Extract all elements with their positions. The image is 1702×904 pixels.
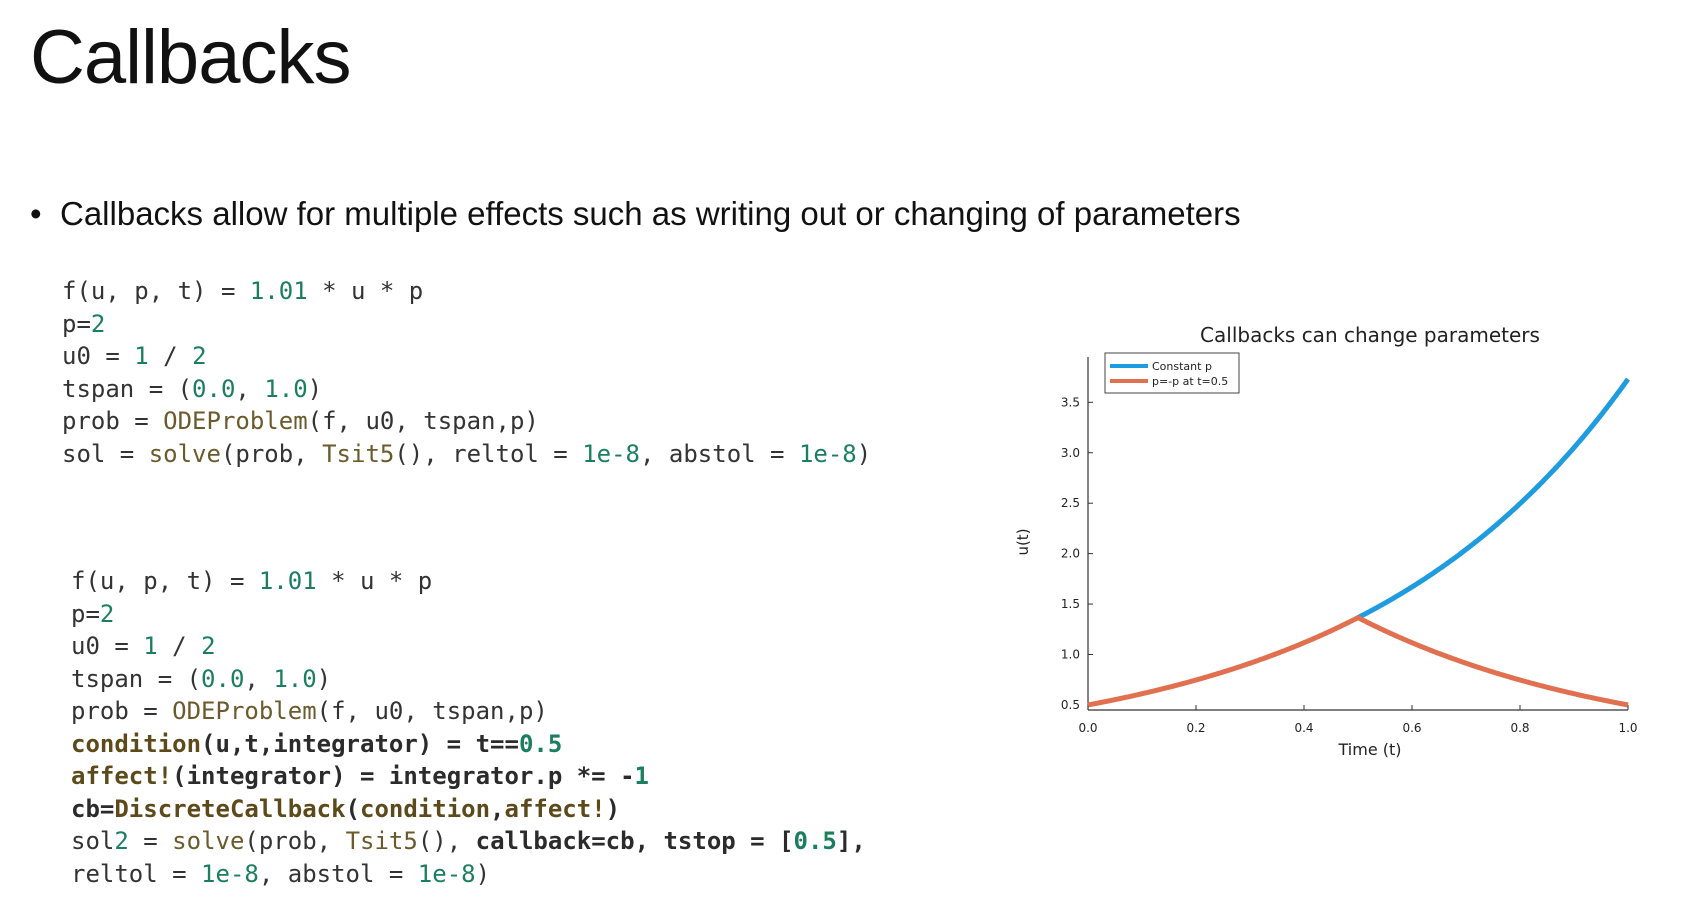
code-line: sol = solve(prob, Tsit5(), reltol = 1e-8… — [62, 439, 872, 468]
code-line: sol2 = solve(prob, Tsit5(), callback=cb,… — [71, 827, 866, 855]
chart-legend: Constant p p=-p at t=0.5 — [1104, 352, 1240, 394]
legend-label: p=-p at t=0.5 — [1152, 375, 1228, 388]
y-tick-label: 1.5 — [1061, 597, 1080, 611]
code-line: f(u, p, t) = 1.01 * u * p — [62, 277, 424, 305]
code-line: condition(u,t,integrator) = t==0.5 — [71, 729, 563, 758]
code-line: affect!(integrator) = integrator.p *= -1 — [71, 762, 649, 790]
bullet-icon: • — [30, 195, 42, 232]
bullet-text: Callbacks allow for multiple effects suc… — [60, 195, 1241, 232]
code-block-callback: f(u, p, t) = 1.01 * u * p p=2 u0 = 1 / 2 ts… — [71, 565, 866, 890]
code-line: p=2 — [71, 599, 115, 628]
slide-title: Callbacks — [30, 15, 351, 100]
y-tick-label: 2.5 — [1061, 496, 1080, 510]
code-block-basic: f(u, p, t) = 1.01 * u * p p=2 u0 = 1 / 2 ts… — [62, 275, 871, 470]
legend-label: Constant p — [1152, 360, 1212, 373]
code-line: u0 = 1 / 2 — [71, 632, 216, 660]
callback-chart: Callbacks can change parameters 0.0 0.2 0.… — [1014, 323, 1638, 759]
x-tick-label: 0.4 — [1294, 721, 1313, 735]
code-line: u0 = 1 / 2 — [62, 342, 207, 370]
x-tick-label: 1.0 — [1618, 721, 1637, 735]
x-axis-label: Time (t) — [1338, 740, 1402, 759]
code-line: tspan = (0.0, 1.0) — [71, 664, 332, 693]
chart-lines — [1086, 377, 1631, 708]
y-tick-label: 3.0 — [1061, 446, 1080, 460]
chart-axes: 0.0 0.2 0.4 0.6 0.8 1.0 0.5 1.0 1.5 2.0 2.5 3.0 3.5 — [1061, 357, 1638, 735]
code-line: reltol = 1e-8, abstol = 1e-8) — [71, 859, 491, 888]
series-line-callback — [1086, 615, 1630, 708]
x-tick-label: 0.6 — [1402, 721, 1421, 735]
x-tick-label: 0.0 — [1078, 721, 1097, 735]
legend-box — [1104, 352, 1240, 394]
code-line: f(u, p, t) = 1.01 * u * p — [71, 567, 433, 595]
code-line: cb=DiscreteCallback(condition,affect!) — [71, 794, 621, 823]
y-tick-label: 2.0 — [1061, 547, 1080, 561]
bullet-point: • Callbacks allow for multiple effects su… — [30, 195, 1241, 233]
x-tick-label: 0.8 — [1510, 721, 1529, 735]
x-tick-label: 0.2 — [1186, 721, 1205, 735]
y-tick-label: 3.5 — [1061, 395, 1080, 409]
chart-title: Callbacks can change parameters — [1200, 323, 1540, 347]
y-tick-label: 0.5 — [1061, 698, 1080, 712]
y-tick-label: 1.0 — [1061, 648, 1080, 662]
code-line: tspan = (0.0, 1.0) — [62, 374, 323, 403]
y-axis-label: u(t) — [1014, 528, 1032, 555]
code-line: p=2 — [62, 309, 106, 338]
code-line: prob = ODEProblem(f, u0, tspan,p) — [71, 697, 548, 725]
series-line-constant-p — [1356, 377, 1631, 620]
code-line: prob = ODEProblem(f, u0, tspan,p) — [62, 407, 539, 435]
